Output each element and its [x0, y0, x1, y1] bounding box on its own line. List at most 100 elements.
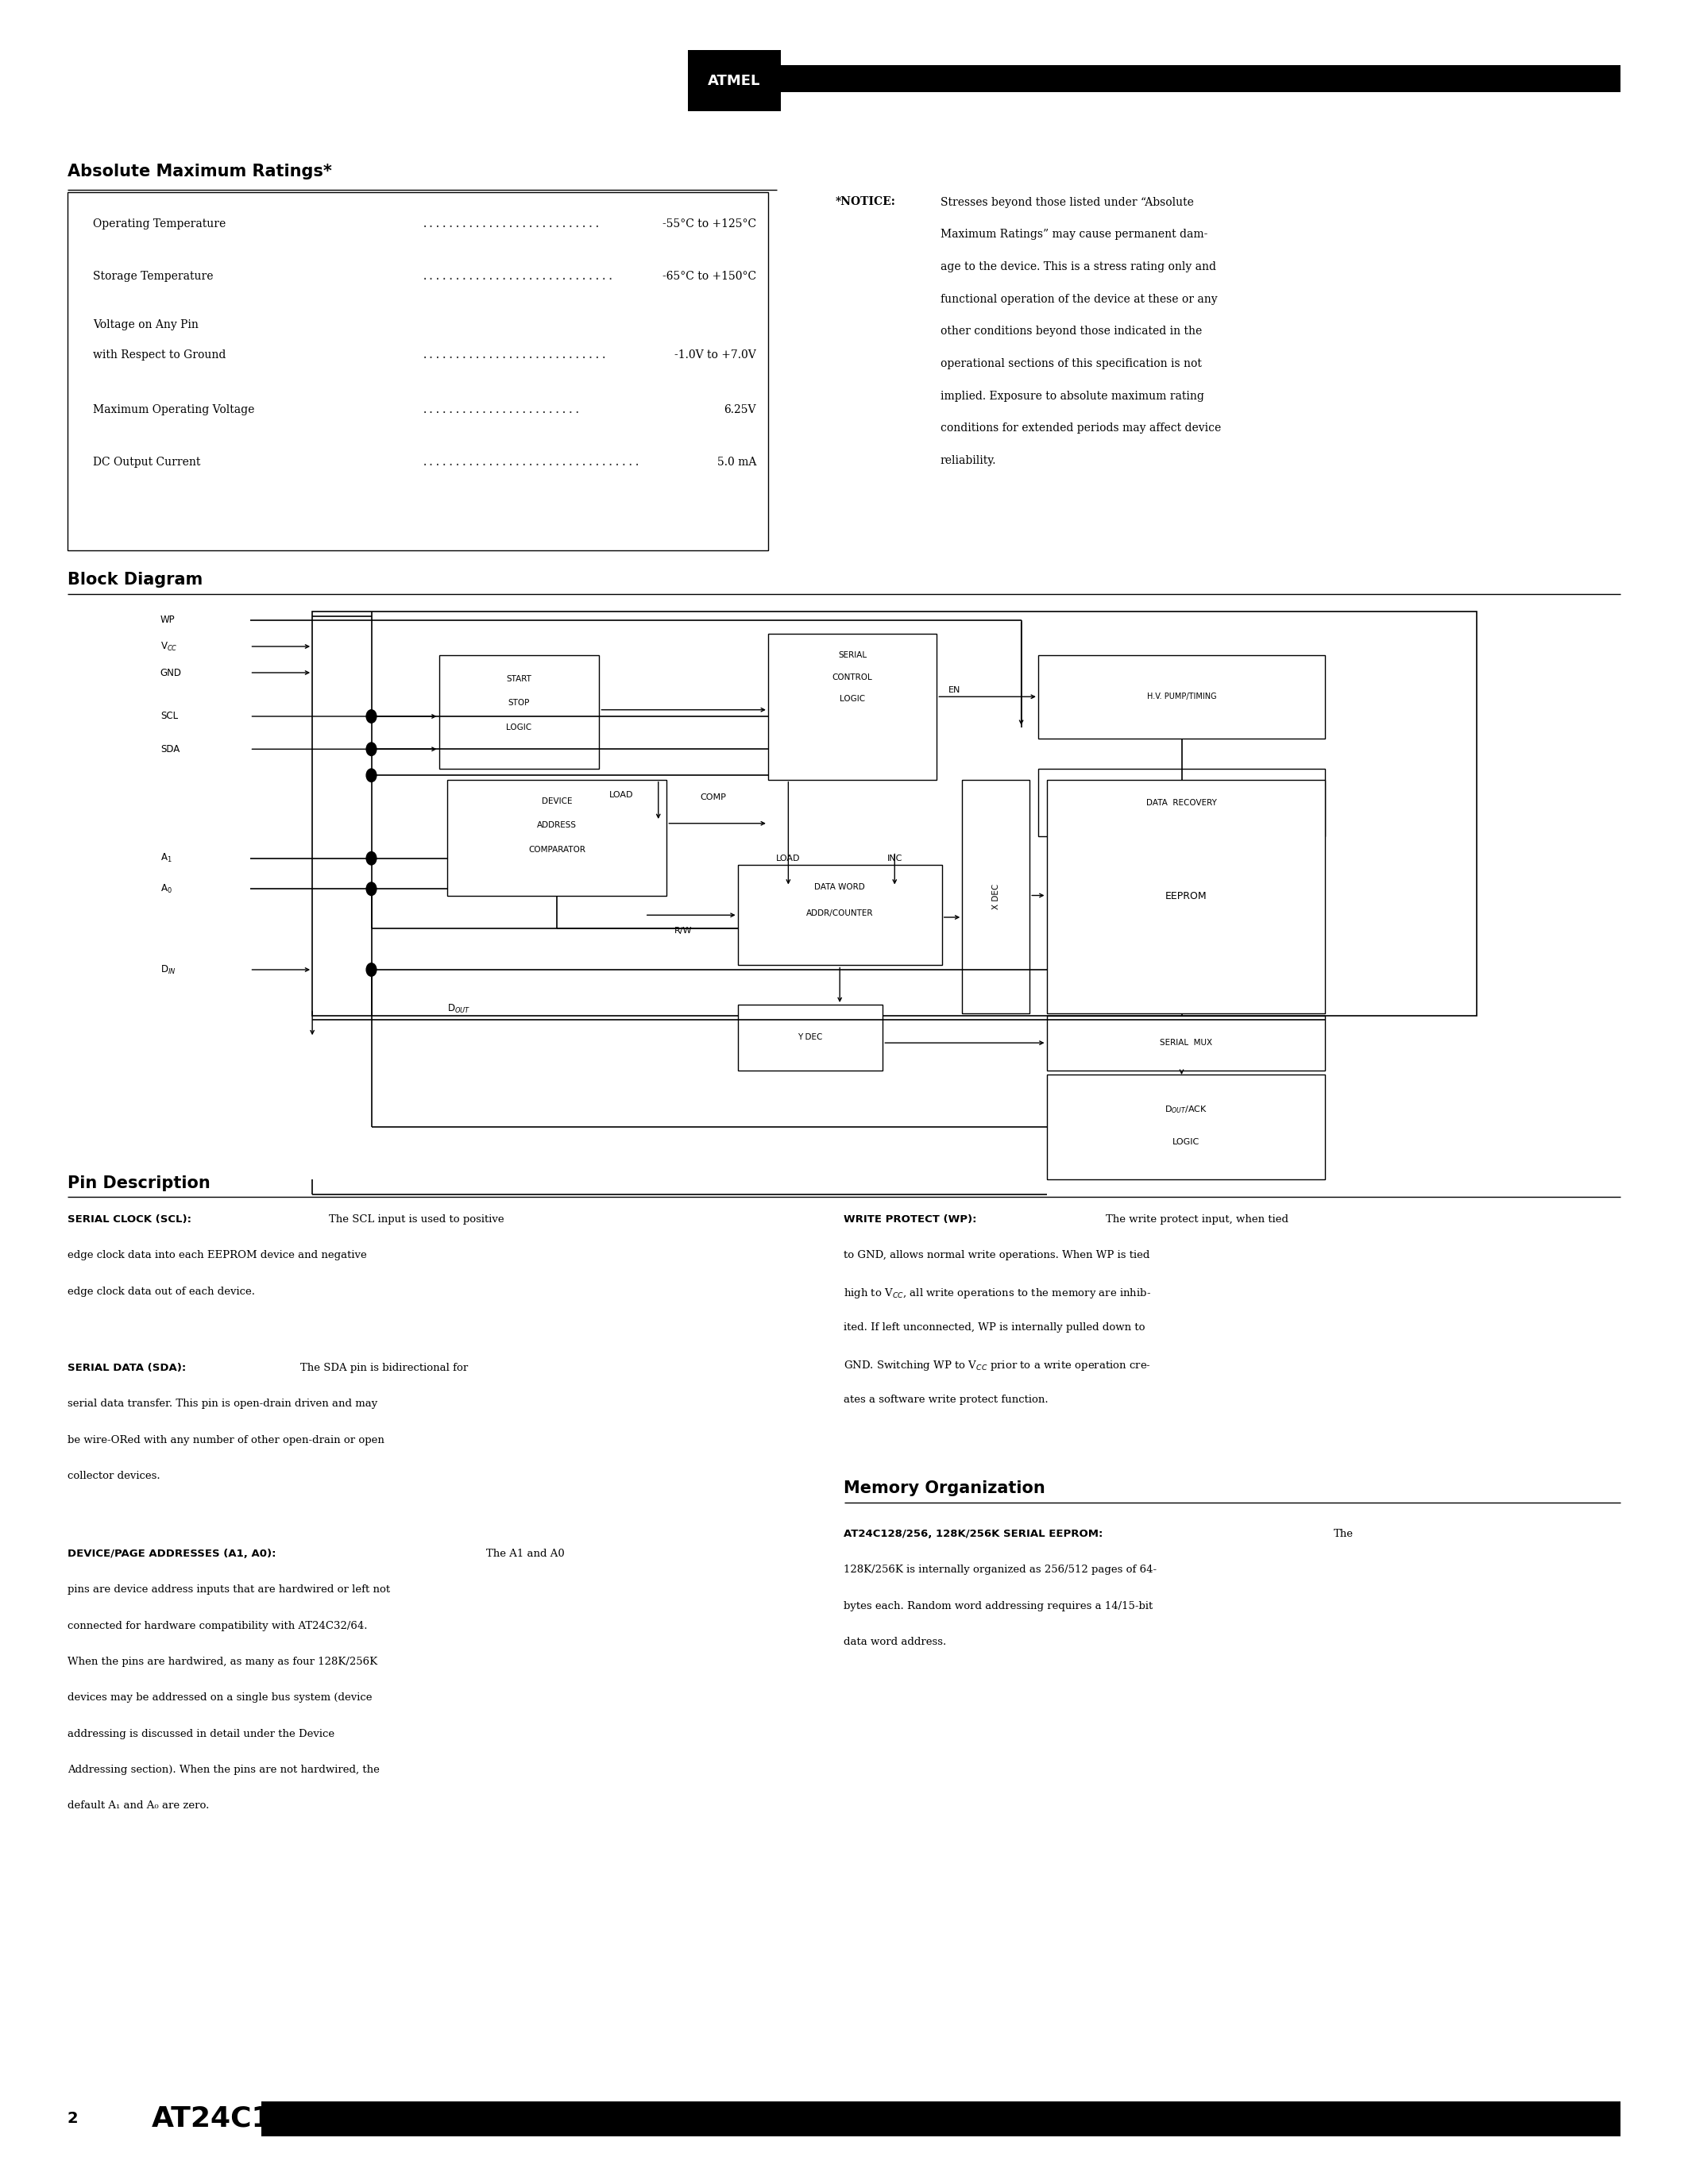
Text: Block Diagram: Block Diagram — [68, 572, 203, 587]
Text: LOGIC: LOGIC — [1171, 1138, 1200, 1147]
Text: edge clock data into each EEPROM device and negative: edge clock data into each EEPROM device … — [68, 1249, 366, 1260]
Bar — [1047, 1075, 1325, 1179]
Text: DEVICE/PAGE ADDRESSES (A1, A0):: DEVICE/PAGE ADDRESSES (A1, A0): — [68, 1548, 277, 1559]
Text: LOAD: LOAD — [609, 791, 633, 799]
Bar — [768, 633, 937, 780]
Text: -55°C to +125°C: -55°C to +125°C — [662, 218, 756, 229]
Text: SERIAL DATA (SDA):: SERIAL DATA (SDA): — [68, 1363, 186, 1374]
Text: default A₁ and A₀ are zero.: default A₁ and A₀ are zero. — [68, 1800, 209, 1811]
Text: *NOTICE:: *NOTICE: — [836, 197, 896, 207]
Text: ........................: ........................ — [422, 404, 582, 415]
Text: ited. If left unconnected, WP is internally pulled down to: ited. If left unconnected, WP is interna… — [844, 1324, 1146, 1332]
Text: data word address.: data word address. — [844, 1638, 947, 1647]
Bar — [738, 1005, 883, 1070]
Text: WRITE PROTECT (WP):: WRITE PROTECT (WP): — [844, 1214, 977, 1225]
Text: A$_1$: A$_1$ — [160, 852, 172, 865]
Bar — [262, 2101, 1620, 2136]
Text: DEVICE: DEVICE — [542, 797, 572, 806]
Text: The: The — [1334, 1529, 1354, 1540]
Bar — [1047, 780, 1325, 1013]
Text: The A1 and A0: The A1 and A0 — [486, 1548, 564, 1559]
Text: Maximum Ratings” may cause permanent dam-: Maximum Ratings” may cause permanent dam… — [940, 229, 1207, 240]
Circle shape — [366, 852, 376, 865]
Text: GND. Switching WP to V$_{CC}$ prior to a write operation cre-: GND. Switching WP to V$_{CC}$ prior to a… — [844, 1358, 1151, 1372]
Text: DATA WORD: DATA WORD — [815, 882, 866, 891]
Circle shape — [366, 710, 376, 723]
Bar — [68, 192, 768, 550]
Text: with Respect to Ground: with Respect to Ground — [93, 349, 226, 360]
Text: GND: GND — [160, 668, 182, 677]
Text: EN: EN — [949, 686, 960, 695]
Text: connected for hardware compatibility with AT24C32/64.: connected for hardware compatibility wit… — [68, 1621, 368, 1631]
Text: COMPARATOR: COMPARATOR — [528, 845, 586, 854]
Text: Operating Temperature: Operating Temperature — [93, 218, 226, 229]
Text: age to the device. This is a stress rating only and: age to the device. This is a stress rati… — [940, 262, 1215, 273]
Text: ates a software write protect function.: ates a software write protect function. — [844, 1396, 1048, 1404]
Bar — [312, 612, 1477, 1016]
Text: EEPROM: EEPROM — [1165, 891, 1207, 902]
Circle shape — [366, 769, 376, 782]
Bar — [1038, 655, 1325, 738]
Text: R/W: R/W — [675, 926, 692, 935]
Text: The SCL input is used to positive: The SCL input is used to positive — [329, 1214, 505, 1225]
Text: SERIAL: SERIAL — [837, 651, 868, 660]
Text: Maximum Operating Voltage: Maximum Operating Voltage — [93, 404, 255, 415]
Text: The write protect input, when tied: The write protect input, when tied — [1106, 1214, 1288, 1225]
Text: STOP: STOP — [508, 699, 530, 708]
Text: Voltage on Any Pin: Voltage on Any Pin — [93, 319, 199, 330]
Text: The SDA pin is bidirectional for: The SDA pin is bidirectional for — [300, 1363, 468, 1374]
Text: .............................: ............................. — [422, 271, 614, 282]
Bar — [962, 780, 1030, 1013]
Text: INC: INC — [886, 854, 903, 863]
Text: ............................: ............................ — [422, 349, 608, 360]
Text: DC Output Current: DC Output Current — [93, 456, 201, 467]
Text: ADDRESS: ADDRESS — [537, 821, 577, 830]
Text: X DEC: X DEC — [993, 885, 999, 909]
Bar — [1038, 769, 1325, 836]
Text: D$_{IN}$: D$_{IN}$ — [160, 963, 176, 976]
Bar — [776, 66, 1620, 92]
Text: conditions for extended periods may affect device: conditions for extended periods may affe… — [940, 424, 1220, 435]
Circle shape — [366, 882, 376, 895]
Text: pins are device address inputs that are hardwired or left not: pins are device address inputs that are … — [68, 1586, 390, 1594]
Text: SERIAL  MUX: SERIAL MUX — [1160, 1040, 1212, 1046]
Text: Y DEC: Y DEC — [798, 1033, 822, 1042]
Bar — [738, 865, 942, 965]
Text: AT24C128/256: AT24C128/256 — [152, 2105, 383, 2132]
Text: ...........................: ........................... — [422, 218, 601, 229]
Text: D$_{OUT}$: D$_{OUT}$ — [447, 1002, 471, 1016]
Text: LOAD: LOAD — [776, 854, 800, 863]
Text: ADDR/COUNTER: ADDR/COUNTER — [807, 909, 873, 917]
Text: 2: 2 — [68, 2112, 78, 2125]
Text: START: START — [506, 675, 532, 684]
Text: WP: WP — [160, 616, 176, 625]
Text: AT24C128/256, 128K/256K SERIAL EEPROM:: AT24C128/256, 128K/256K SERIAL EEPROM: — [844, 1529, 1104, 1540]
Text: D$_{OUT}$/ACK: D$_{OUT}$/ACK — [1165, 1103, 1207, 1116]
Text: .................................: ................................. — [422, 456, 641, 467]
Text: functional operation of the device at these or any: functional operation of the device at th… — [940, 293, 1217, 304]
Text: LOGIC: LOGIC — [506, 723, 532, 732]
Text: ATMEL: ATMEL — [707, 74, 761, 87]
Text: H.V. PUMP/TIMING: H.V. PUMP/TIMING — [1146, 692, 1217, 701]
Text: serial data transfer. This pin is open-drain driven and may: serial data transfer. This pin is open-d… — [68, 1400, 378, 1409]
Text: implied. Exposure to absolute maximum rating: implied. Exposure to absolute maximum ra… — [940, 391, 1204, 402]
Bar — [689, 50, 780, 111]
Text: SERIAL CLOCK (SCL):: SERIAL CLOCK (SCL): — [68, 1214, 191, 1225]
Text: -65°C to +150°C: -65°C to +150°C — [662, 271, 756, 282]
Text: SDA: SDA — [160, 745, 179, 753]
Text: addressing is discussed in detail under the Device: addressing is discussed in detail under … — [68, 1730, 334, 1738]
Text: Pin Description: Pin Description — [68, 1175, 211, 1190]
Text: Addressing section). When the pins are not hardwired, the: Addressing section). When the pins are n… — [68, 1765, 380, 1776]
Text: 6.25V: 6.25V — [724, 404, 756, 415]
Circle shape — [366, 963, 376, 976]
Text: operational sections of this specification is not: operational sections of this specificati… — [940, 358, 1202, 369]
Text: other conditions beyond those indicated in the: other conditions beyond those indicated … — [940, 325, 1202, 336]
Text: edge clock data out of each device.: edge clock data out of each device. — [68, 1286, 255, 1297]
Text: to GND, allows normal write operations. When WP is tied: to GND, allows normal write operations. … — [844, 1249, 1150, 1260]
Text: A$_0$: A$_0$ — [160, 882, 172, 895]
Text: Memory Organization: Memory Organization — [844, 1481, 1045, 1496]
Text: 5.0 mA: 5.0 mA — [717, 456, 756, 467]
Text: V$_{CC}$: V$_{CC}$ — [160, 640, 177, 653]
Bar — [447, 780, 667, 895]
Text: reliability.: reliability. — [940, 454, 996, 465]
